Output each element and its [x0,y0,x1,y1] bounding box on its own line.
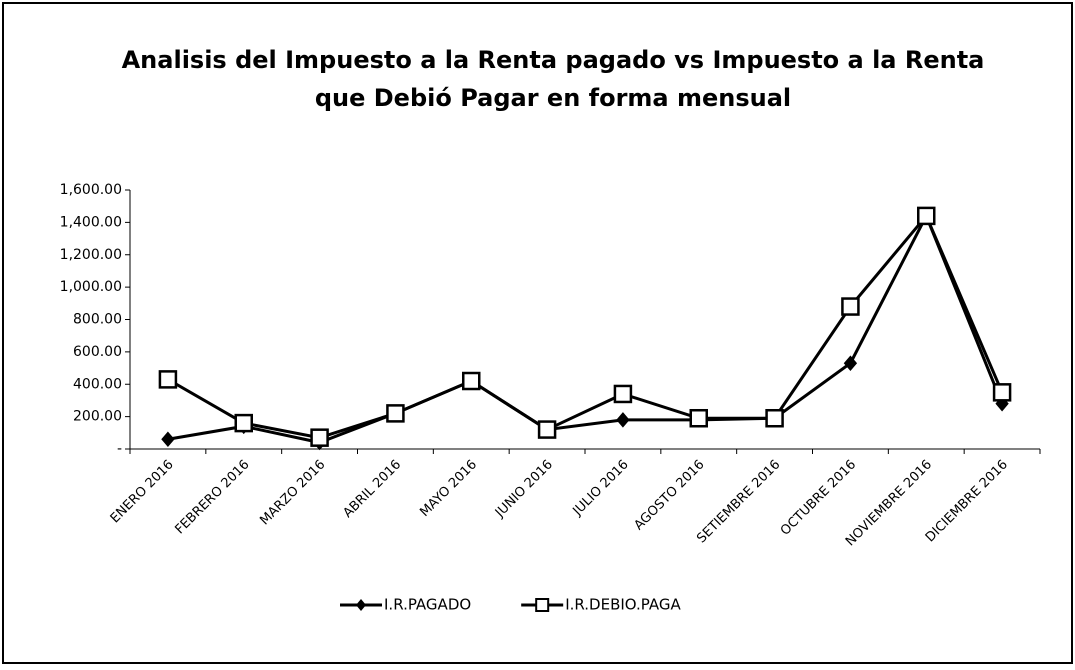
square-marker [234,413,253,433]
square-marker [689,408,708,428]
series-line [167,212,1004,445]
square-marker [537,420,557,439]
legend-marker [535,598,550,612]
square-marker [917,206,936,226]
y-tick-label: 1,400.00 [60,214,122,230]
square-marker [310,428,329,447]
series-line [167,213,1004,440]
y-tick-label: 600.00 [73,344,122,360]
square-marker [992,383,1012,402]
y-tick-label: 1,600.00 [60,182,122,198]
chart-subtitle: que Debió Pagar en forma mensual [315,84,791,112]
legend-marker [356,599,366,611]
y-tick-label: - [117,441,122,457]
y-tick-label: 200.00 [73,409,122,425]
legend-label: I.R.PAGADO [384,596,471,614]
chart-title: Analisis del Impuesto a la Renta pagado … [122,46,985,74]
y-tick-label: 1,000.00 [60,279,122,295]
legend-label: I.R.DEBIO.PAGA [565,596,681,614]
diamond-marker [843,355,858,371]
square-marker [386,404,405,423]
square-marker [613,384,633,404]
square-marker [765,408,784,428]
y-tick-label: 400.00 [73,376,122,392]
square-marker [158,370,178,389]
y-tick-label: 800.00 [73,312,122,328]
diamond-marker [161,431,175,448]
square-marker [841,297,860,316]
diamond-marker [616,412,630,428]
y-tick-label: 1,200.00 [60,247,122,263]
square-marker [462,371,481,391]
